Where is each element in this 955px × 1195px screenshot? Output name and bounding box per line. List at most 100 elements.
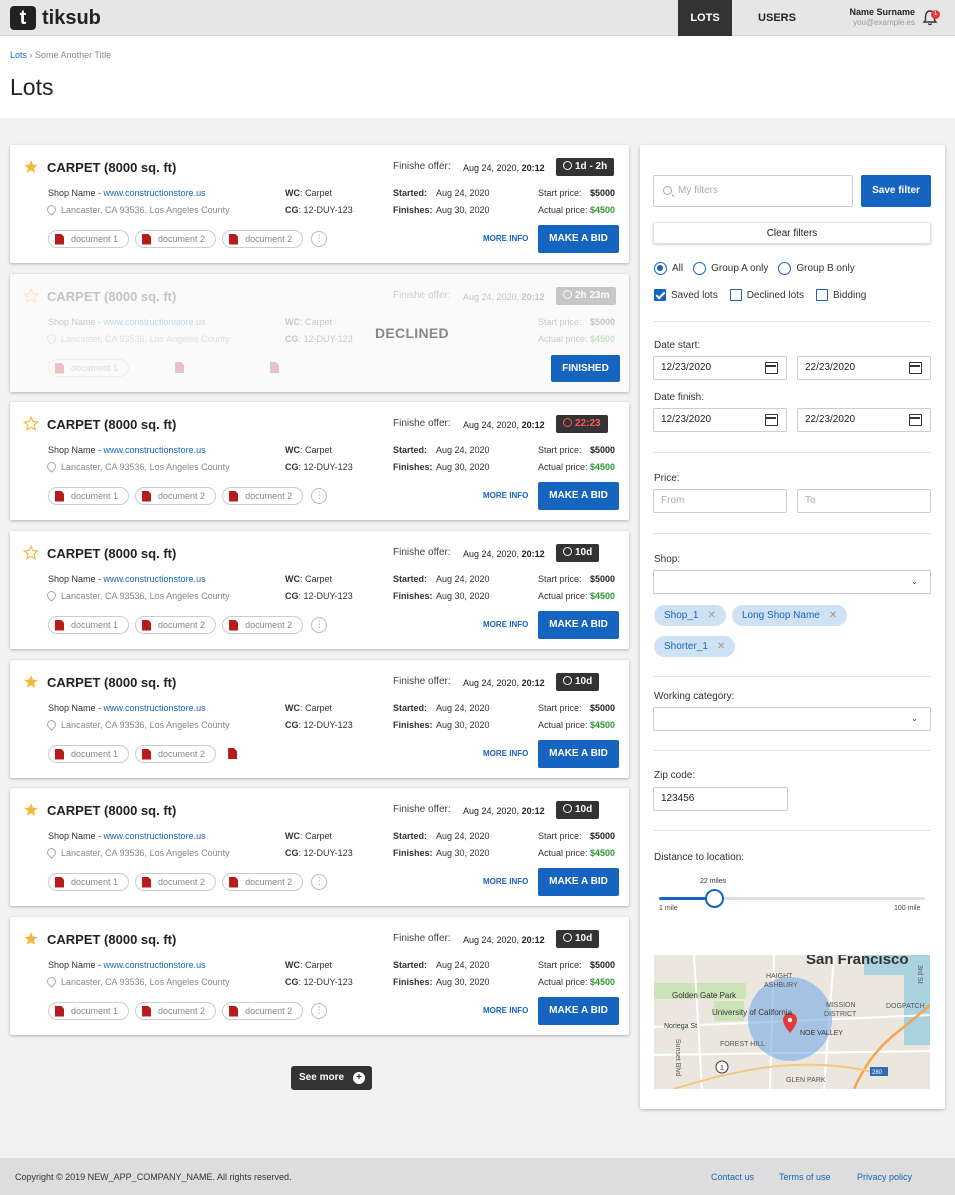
checkbox-saved-lots[interactable]: Saved lots bbox=[654, 289, 718, 301]
close-icon[interactable]: ✕ bbox=[716, 641, 726, 652]
date-finish-to-input[interactable]: 22/23/2020 bbox=[797, 408, 931, 432]
make-a-bid-button[interactable]: MAKE A BID bbox=[538, 740, 619, 768]
distance-slider-handle[interactable] bbox=[705, 889, 724, 908]
date-start-to-input[interactable]: 22/23/2020 bbox=[797, 356, 931, 380]
more-info-link[interactable]: MORE INFO bbox=[483, 234, 529, 243]
make-a-bid-button[interactable]: MAKE A BID bbox=[538, 997, 619, 1025]
logo-text[interactable]: tiksub bbox=[42, 7, 101, 29]
price-to-input[interactable]: To bbox=[797, 489, 931, 513]
more-documents-icon[interactable]: ⋮ bbox=[311, 231, 328, 247]
close-icon[interactable]: ✕ bbox=[828, 610, 838, 621]
document-chip[interactable]: document 2 bbox=[135, 230, 217, 248]
document-chip[interactable]: document 1 bbox=[48, 873, 130, 891]
terms-of-use-link[interactable]: Terms of use bbox=[779, 1172, 831, 1182]
distance-slider-track[interactable] bbox=[659, 897, 925, 900]
lot-title[interactable]: CARPET (8000 sq. ft) bbox=[47, 546, 177, 561]
clear-filters-button[interactable]: Clear filters bbox=[653, 222, 931, 244]
document-icon[interactable] bbox=[228, 748, 238, 759]
lot-card[interactable]: CARPET (8000 sq. ft) Finishe offer: Aug 24… bbox=[10, 531, 629, 649]
date-start-from-input[interactable]: 12/23/2020 bbox=[653, 356, 787, 380]
lot-card[interactable]: CARPET (8000 sq. ft) Finishe offer: Aug 24… bbox=[10, 917, 629, 1035]
document-chip[interactable]: document 2 bbox=[222, 487, 304, 505]
document-chip[interactable]: document 1 bbox=[48, 616, 130, 634]
date-finish-from-input[interactable]: 12/23/2020 bbox=[653, 408, 787, 432]
shop-url-link[interactable]: www.constructionstore.us bbox=[103, 574, 206, 584]
document-chip[interactable]: document 2 bbox=[135, 487, 217, 505]
more-info-link[interactable]: MORE INFO bbox=[483, 491, 529, 500]
more-documents-icon[interactable]: ⋮ bbox=[311, 1003, 328, 1019]
calendar-icon[interactable] bbox=[909, 362, 922, 374]
lot-title[interactable]: CARPET (8000 sq. ft) bbox=[47, 932, 177, 947]
more-info-link[interactable]: MORE INFO bbox=[483, 749, 529, 758]
shop-url-link[interactable]: www.constructionstore.us bbox=[103, 188, 206, 198]
star-icon[interactable] bbox=[23, 931, 39, 947]
document-chip[interactable]: document 2 bbox=[222, 230, 304, 248]
privacy-policy-link[interactable]: Privacy policy bbox=[857, 1172, 913, 1182]
document-chip[interactable]: document 1 bbox=[48, 487, 130, 505]
checkbox-declined-lots[interactable]: Declined lots bbox=[729, 289, 804, 301]
make-a-bid-button[interactable]: MAKE A BID bbox=[538, 225, 619, 253]
lot-card[interactable]: CARPET (8000 sq. ft) Finishe offer: Aug 24… bbox=[10, 660, 629, 778]
document-chip[interactable]: document 2 bbox=[135, 873, 217, 891]
lot-title[interactable]: CARPET (8000 sq. ft) bbox=[47, 803, 177, 818]
user-name[interactable]: Name Surname bbox=[849, 7, 915, 17]
finished-button[interactable]: FINISHED bbox=[551, 355, 620, 382]
shop-url-link[interactable]: www.constructionstore.us bbox=[103, 703, 206, 713]
lot-card[interactable]: CARPET (8000 sq. ft) Finishe offer: Aug 24… bbox=[10, 145, 629, 263]
close-icon[interactable]: ✕ bbox=[707, 610, 716, 621]
star-icon[interactable] bbox=[22, 544, 40, 561]
make-a-bid-button[interactable]: MAKE A BID bbox=[538, 611, 619, 639]
star-icon[interactable] bbox=[23, 802, 39, 818]
location-map[interactable]: San Francisco Golden Gate Park HAIGHT AS… bbox=[654, 955, 930, 1089]
make-a-bid-button[interactable]: MAKE A BID bbox=[538, 868, 619, 896]
lot-card[interactable]: CARPET (8000 sq. ft) Finishe offer: Aug 24… bbox=[10, 788, 629, 906]
lot-card[interactable]: CARPET (8000 sq. ft) Finishe offer: Aug 24… bbox=[10, 402, 629, 520]
star-icon[interactable] bbox=[23, 674, 39, 690]
see-more-button[interactable]: See more + bbox=[291, 1066, 372, 1090]
radio-all[interactable]: All bbox=[654, 262, 683, 275]
more-info-link[interactable]: MORE INFO bbox=[483, 620, 529, 629]
shop-url-link[interactable]: www.constructionstore.us bbox=[103, 317, 206, 327]
star-icon[interactable] bbox=[22, 287, 40, 304]
filter-search-input[interactable]: My filters bbox=[653, 175, 853, 207]
checkbox-bidding[interactable]: Bidding bbox=[815, 289, 866, 301]
save-filter-button[interactable]: Save filter bbox=[861, 175, 931, 207]
lot-title[interactable]: CARPET (8000 sq. ft) bbox=[47, 289, 177, 304]
document-chip[interactable]: document 2 bbox=[222, 873, 304, 891]
more-documents-icon[interactable]: ⋮ bbox=[311, 488, 328, 504]
document-chip[interactable]: document 1 bbox=[48, 1002, 130, 1020]
price-from-input[interactable]: From bbox=[653, 489, 787, 513]
shop-url-link[interactable]: www.constructionstore.us bbox=[103, 831, 206, 841]
more-info-link[interactable]: MORE INFO bbox=[483, 1006, 529, 1015]
shop-select[interactable]: ⌄ bbox=[653, 570, 931, 594]
calendar-icon[interactable] bbox=[765, 414, 778, 426]
shop-url-link[interactable]: www.constructionstore.us bbox=[103, 960, 206, 970]
logo-icon[interactable]: t bbox=[10, 6, 36, 30]
nav-users[interactable]: USERS bbox=[758, 12, 796, 24]
document-chip[interactable]: document 2 bbox=[135, 616, 217, 634]
document-chip[interactable]: document 1 bbox=[48, 359, 130, 377]
document-chip[interactable]: document 2 bbox=[222, 616, 304, 634]
calendar-icon[interactable] bbox=[909, 414, 922, 426]
contact-us-link[interactable]: Contact us bbox=[711, 1172, 755, 1182]
radio-group-b[interactable]: Group B only bbox=[778, 262, 855, 275]
lot-title[interactable]: CARPET (8000 sq. ft) bbox=[47, 675, 177, 690]
more-documents-icon[interactable]: ⋮ bbox=[311, 874, 328, 890]
map-pin-icon[interactable] bbox=[783, 1013, 797, 1033]
document-chip[interactable]: document 1 bbox=[48, 745, 130, 763]
nav-lots[interactable]: LOTS bbox=[678, 0, 732, 36]
lot-title[interactable]: CARPET (8000 sq. ft) bbox=[47, 160, 177, 175]
document-chip[interactable]: document 2 bbox=[222, 1002, 304, 1020]
star-icon[interactable] bbox=[23, 159, 39, 175]
working-category-select[interactable]: ⌄ bbox=[653, 707, 931, 731]
document-chip[interactable]: document 2 bbox=[135, 745, 217, 763]
lot-card-declined[interactable]: CARPET (8000 sq. ft) Finishe offer: Aug 24… bbox=[10, 274, 629, 392]
breadcrumb-root-link[interactable]: Lots bbox=[10, 50, 28, 60]
document-chip[interactable]: document 2 bbox=[135, 1002, 217, 1020]
lot-title[interactable]: CARPET (8000 sq. ft) bbox=[47, 417, 177, 432]
make-a-bid-button[interactable]: MAKE A BID bbox=[538, 482, 619, 510]
shop-url-link[interactable]: www.constructionstore.us bbox=[103, 445, 206, 455]
calendar-icon[interactable] bbox=[765, 362, 778, 374]
star-icon[interactable] bbox=[22, 415, 40, 432]
zip-code-input[interactable]: 123456 bbox=[653, 787, 788, 811]
